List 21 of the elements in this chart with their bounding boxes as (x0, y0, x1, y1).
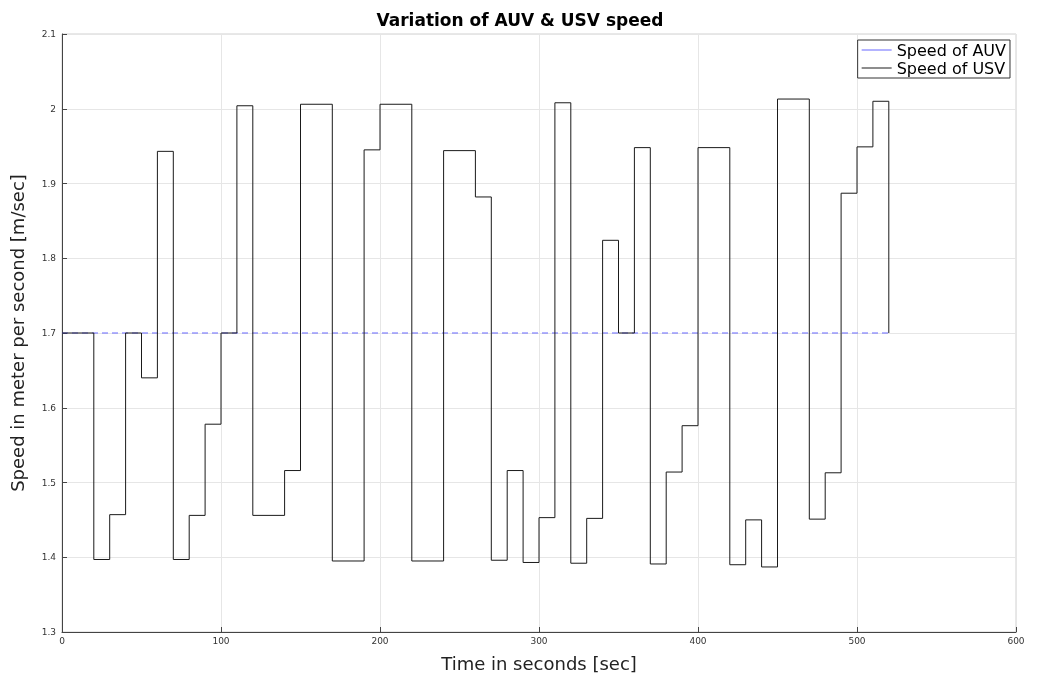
x-tick-label: 600 (1007, 635, 1025, 646)
legend-label: Speed of AUV (896, 40, 1007, 60)
x-tick-label: 400 (689, 635, 707, 646)
x-axis-title: Time in seconds [sec] (440, 652, 637, 674)
y-axis-title: Speed in meter per second [m/sec] (6, 174, 28, 492)
y-tick-label: 1.8 (41, 253, 57, 264)
chart-title: Variation of AUV & USV speed (376, 9, 664, 30)
y-tick-label: 1.4 (41, 552, 57, 563)
y-tick-label: 2.1 (41, 29, 56, 39)
legend-label: Speed of USV (896, 58, 1006, 78)
x-tick-label: 0 (59, 635, 66, 646)
x-tick-label: 100 (212, 635, 230, 646)
y-tick-label: 1.6 (41, 402, 57, 413)
y-tick-label: 1.5 (41, 477, 56, 488)
y-tick-label: 1.7 (41, 328, 56, 338)
y-tick-label: 2 (50, 103, 56, 114)
x-tick-label: 300 (530, 635, 548, 646)
y-tick-label: 1.3 (41, 627, 56, 637)
y-tick-label: 1.9 (41, 178, 57, 189)
x-tick-label: 500 (848, 635, 866, 646)
x-tick-label: 200 (371, 635, 389, 646)
